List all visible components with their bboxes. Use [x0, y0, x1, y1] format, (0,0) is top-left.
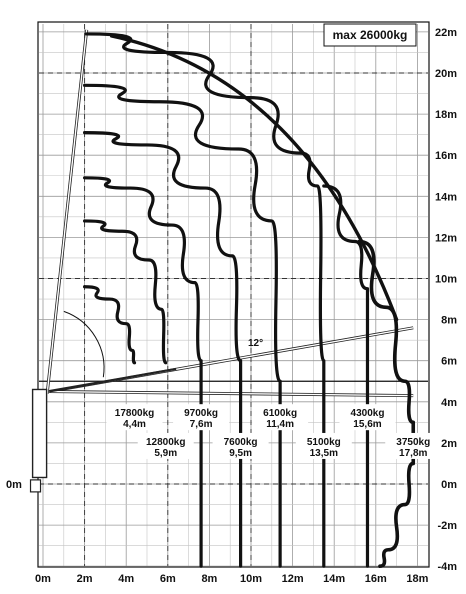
- capacity-reach-label: 9,5m: [229, 448, 252, 459]
- x-tick-label: 10m: [240, 573, 262, 585]
- load-curve-17800kg: [83, 285, 137, 365]
- capacity-load-label: 12800kg: [146, 437, 185, 448]
- y-tick-label: 10m: [435, 274, 457, 286]
- capacity-reach-label: 17,8m: [399, 448, 427, 459]
- capacity-label-bg: [173, 404, 230, 431]
- capacity-load-label: 9700kg: [184, 408, 218, 419]
- left-zero-label: 0m: [6, 479, 22, 491]
- y-tick-label: 6m: [441, 356, 457, 368]
- load-curve-12800kg: [83, 219, 168, 365]
- raised-boom-inner: [46, 29, 88, 394]
- boom-intermediate: [49, 367, 177, 393]
- y-tick-label: -2m: [437, 520, 457, 532]
- x-tick-label: 2m: [77, 573, 93, 585]
- load-curve-4300kg: [322, 184, 370, 568]
- capacity-label-bg: [137, 432, 194, 459]
- capacity-reach-label: 5,9m: [154, 448, 177, 459]
- capacity-label-bg: [252, 404, 309, 431]
- capacity-label-bg: [212, 432, 269, 459]
- x-tick-label: 4m: [118, 573, 134, 585]
- crane-booms: [29, 29, 414, 493]
- y-tick-label: 18m: [435, 109, 457, 121]
- x-tick-label: 12m: [282, 573, 304, 585]
- y-tick-label: 8m: [441, 315, 457, 327]
- y-tick-label: 20m: [435, 68, 457, 80]
- y-tick-label: 14m: [435, 191, 457, 203]
- capacity-label-bg: [106, 404, 163, 431]
- axis-ticks: 0m 2m 4m 6m 8m 10m 12m 14m 16m 18m -4m -2m 0m 2m 4m 6m 8…: [6, 27, 457, 585]
- capacity-label-bg: [385, 432, 442, 459]
- x-tick-label: 0m: [35, 573, 51, 585]
- y-tick-label: 2m: [441, 438, 457, 450]
- boom-angle-label: 12°: [248, 338, 263, 349]
- crane-base: [29, 479, 42, 493]
- capacity-reach-label: 13,5m: [310, 448, 338, 459]
- capacity-load-label: 6100kg: [263, 408, 297, 419]
- boom-horizontal-inner: [49, 390, 414, 397]
- x-tick-label: 6m: [160, 573, 176, 585]
- y-tick-label: 4m: [441, 397, 457, 409]
- x-tick-label: 8m: [201, 573, 217, 585]
- plot-frame: [37, 21, 430, 568]
- capacity-reach-label: 7,6m: [190, 419, 213, 430]
- load-curve-6100kg: [83, 83, 282, 568]
- crane-column: [31, 388, 48, 479]
- load-curves: [83, 32, 416, 568]
- y-tick-label: -4m: [437, 561, 457, 573]
- angle-arc: [63, 310, 105, 378]
- capacity-box: [323, 23, 417, 47]
- max-capacity-label: max 26000kg: [332, 28, 408, 42]
- capacity-label-bg: [295, 432, 352, 459]
- y-tick-label: 0m: [441, 479, 457, 491]
- capacity-reach-label: 11,4m: [266, 419, 294, 430]
- y-tick-label: 12m: [435, 232, 457, 244]
- capacity-label-bg: [339, 404, 396, 431]
- x-tick-label: 16m: [365, 573, 387, 585]
- capacity-load-label: 4300kg: [351, 408, 385, 419]
- max-envelope-curve: [109, 34, 399, 322]
- capacity-load-label: 3750kg: [396, 437, 430, 448]
- x-tick-label: 18m: [406, 573, 428, 585]
- capacity-load-label: 17800kg: [115, 408, 154, 419]
- capacity-reach-label: 15,6m: [353, 419, 381, 430]
- capacity-load-label: 5100kg: [307, 437, 341, 448]
- y-tick-label: 16m: [435, 150, 457, 162]
- y-tick-label: 22m: [435, 27, 457, 39]
- load-curve-7600kg: [83, 130, 243, 568]
- capacity-load-label: 7600kg: [224, 437, 258, 448]
- capacity-reach-label: 4,4m: [123, 419, 146, 430]
- x-tick-label: 14m: [323, 573, 345, 585]
